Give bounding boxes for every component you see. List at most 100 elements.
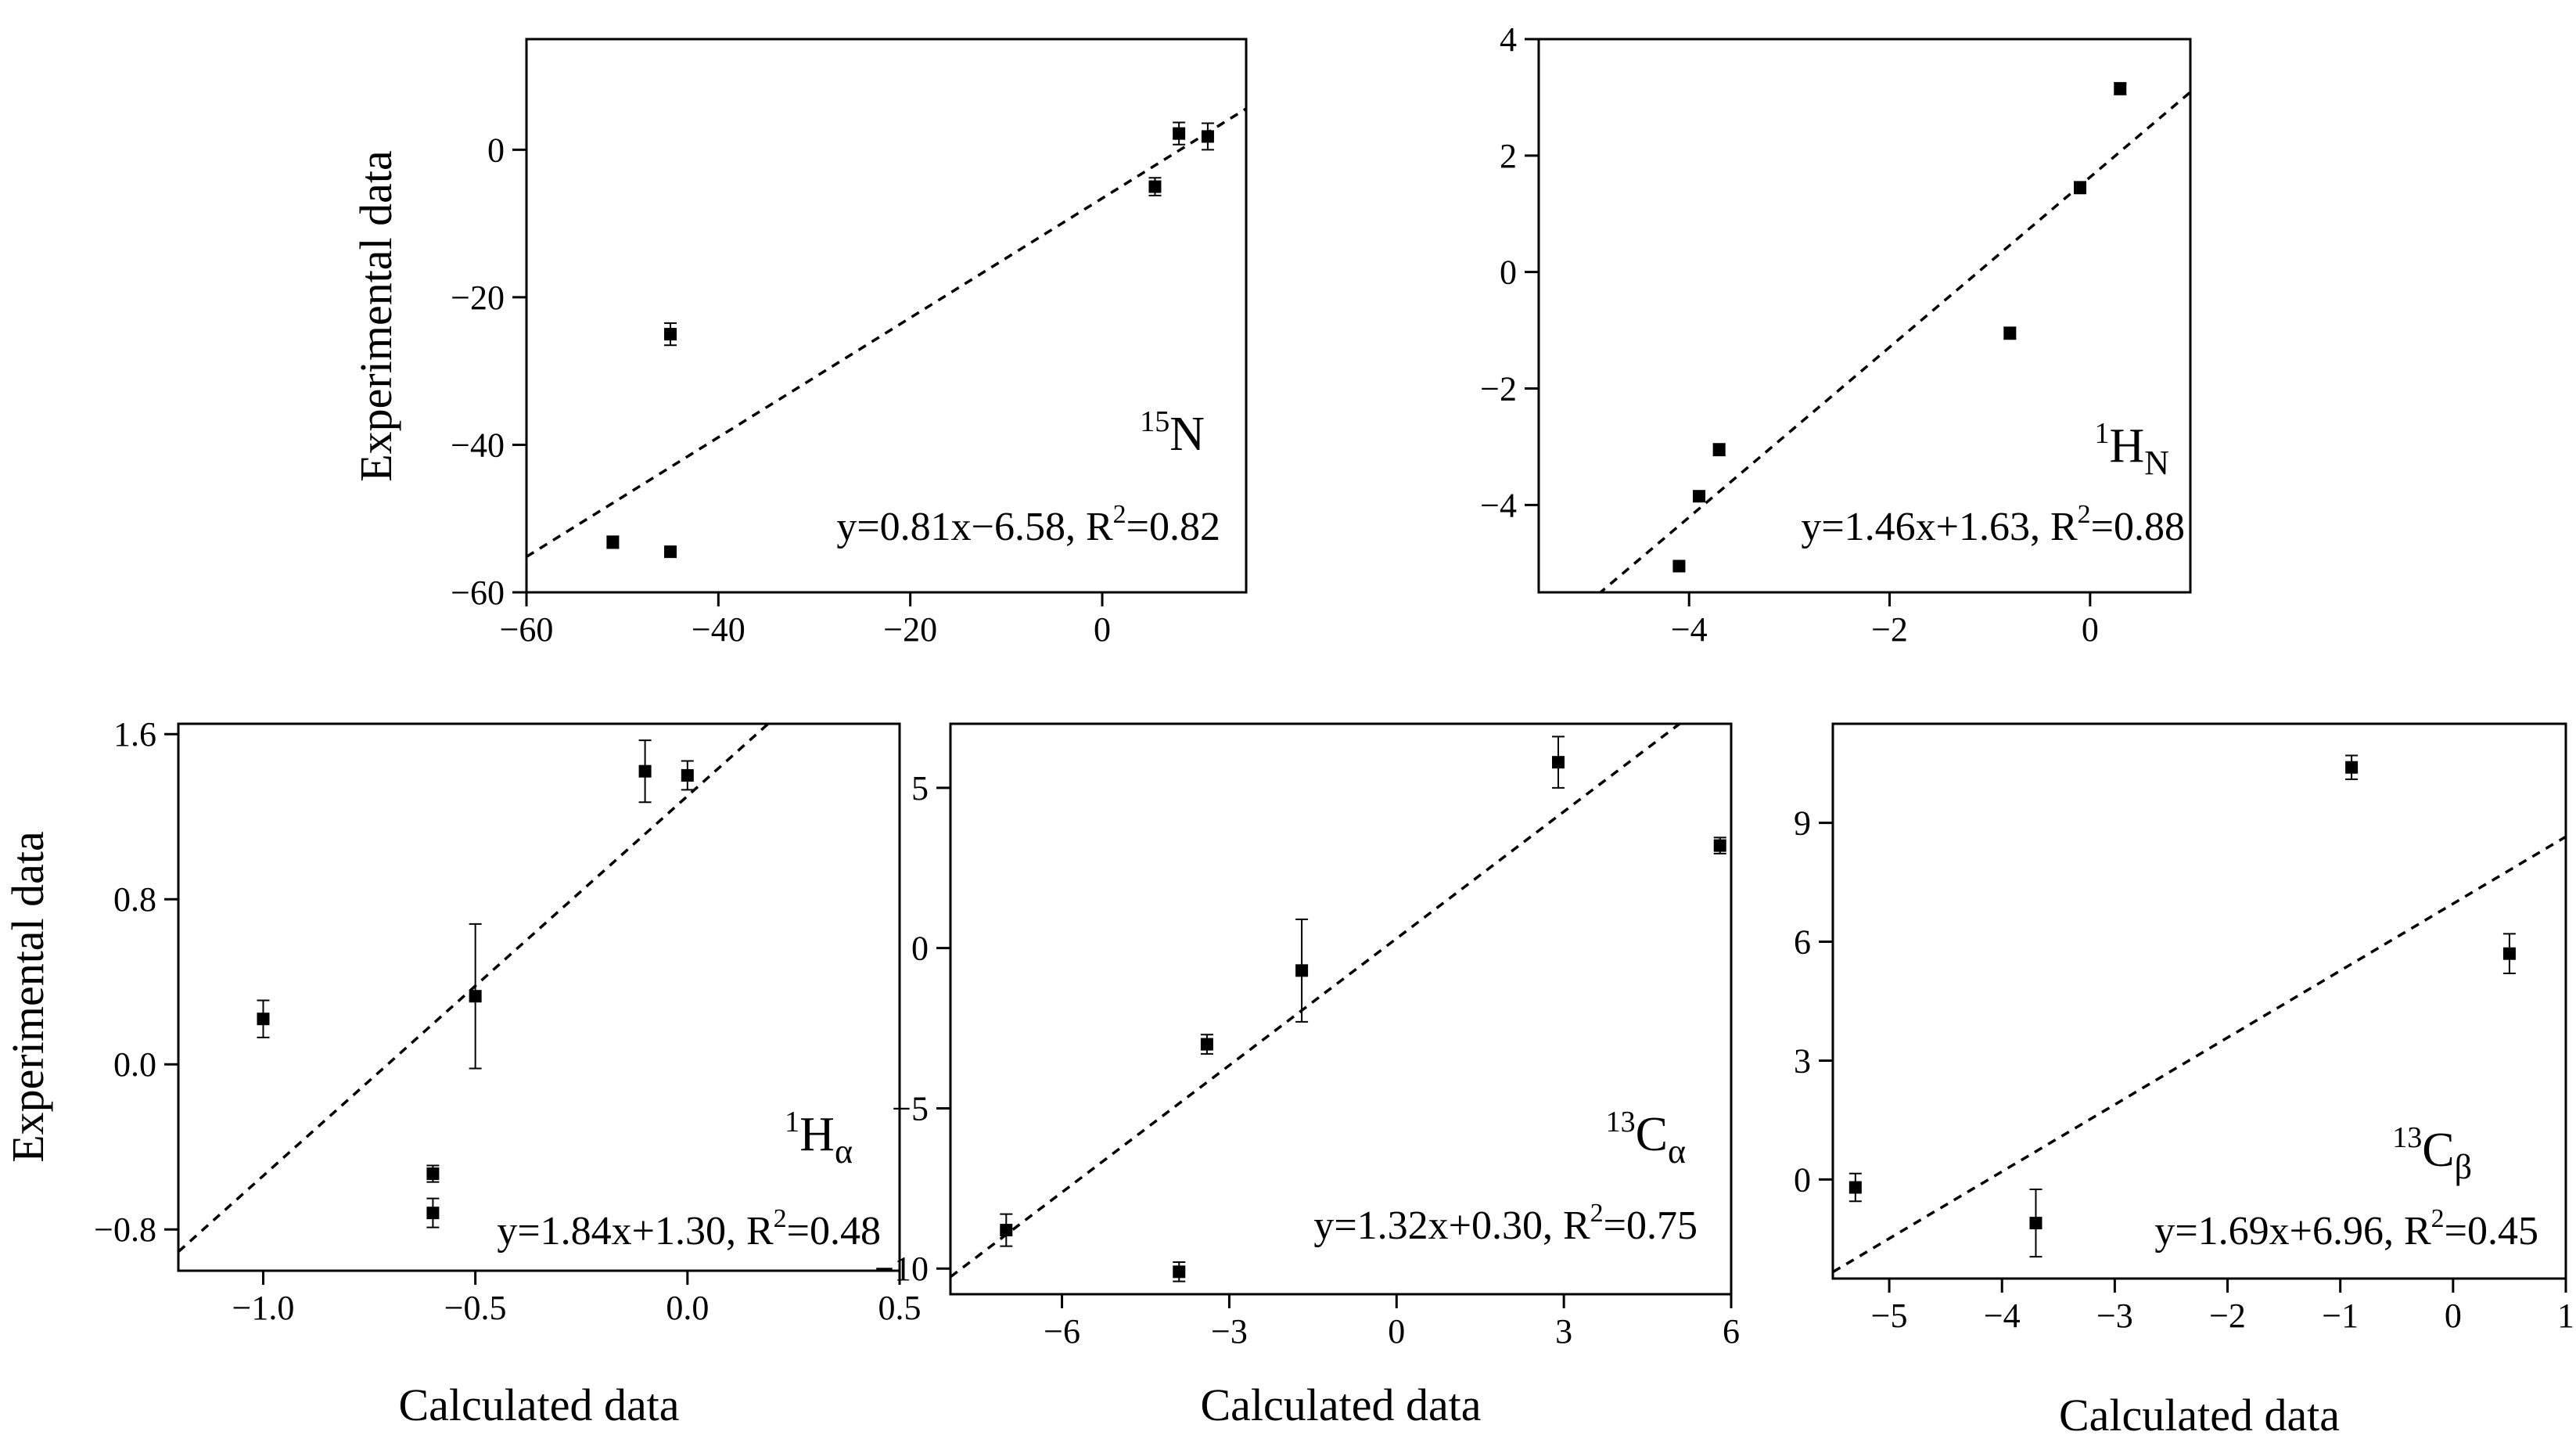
- data-point: [681, 760, 694, 791]
- nucleus-label: 13Cβ: [2392, 1121, 2472, 1186]
- point-marker: [257, 1013, 270, 1026]
- x-tick-label: −1: [2322, 1297, 2359, 1335]
- regression-equation: y=0.81x−6.58, R2=0.82: [836, 500, 1220, 549]
- fit-line: [1598, 91, 2190, 592]
- x-tick-label: 6: [1723, 1312, 1740, 1351]
- point-marker: [664, 545, 677, 559]
- plot-frame: [525, 38, 1248, 594]
- plot-frame: [177, 722, 901, 1272]
- point-marker: [1173, 127, 1186, 140]
- y-tick-label: 0: [487, 131, 505, 169]
- x-tick-label: 0: [2445, 1297, 2462, 1335]
- data-point: [469, 923, 482, 1070]
- point-marker: [606, 535, 620, 549]
- fit-line: [526, 107, 1246, 559]
- y-tick-label: −20: [451, 279, 505, 317]
- data-point: [1693, 490, 1706, 503]
- panel-h1n: −4 −2 0 −4 −2 0 2 4 1HN y=1.46x+1.63, R2=0.88: [1480, 20, 2192, 649]
- data-point: [1173, 121, 1186, 146]
- x-tick-label: −1.0: [232, 1289, 295, 1327]
- y-tick-label: 4: [1500, 20, 1517, 59]
- data-point: [1552, 736, 1565, 789]
- fit-line: [950, 724, 1683, 1279]
- x-tick-label: −3: [2096, 1297, 2133, 1335]
- y-tick-label: −2: [1480, 370, 1517, 408]
- point-marker: [1148, 180, 1162, 193]
- y-tick-label: 0: [1794, 1160, 1811, 1199]
- plot-frame: [1831, 722, 2567, 1280]
- x-tick-label: −4: [1984, 1297, 2021, 1335]
- x-axis-title: Calculated data: [1200, 1379, 1481, 1430]
- point-marker: [1201, 130, 1214, 143]
- point-marker: [2502, 947, 2516, 960]
- point-marker: [1672, 559, 1686, 573]
- x-tick-label: −0.5: [444, 1289, 507, 1327]
- y-tick-label: −5: [892, 1089, 929, 1128]
- x-axis-title: Calculated data: [398, 1379, 679, 1430]
- y-tick-label: 6: [1794, 923, 1811, 962]
- y-axis-title: Experimental data: [350, 150, 401, 482]
- y-axis-title: Experimental data: [2, 831, 53, 1163]
- data-point: [257, 999, 270, 1038]
- data-point: [2345, 754, 2359, 780]
- x-axis-title: Calculated data: [2059, 1390, 2340, 1441]
- x-tick-label: 3: [1555, 1312, 1572, 1351]
- point-marker: [2345, 761, 2359, 774]
- data-point: [1201, 122, 1214, 151]
- point-marker: [426, 1167, 440, 1181]
- y-tick-label: 9: [1794, 804, 1811, 843]
- data-point: [606, 535, 620, 549]
- x-tick-label: 0.5: [878, 1289, 922, 1327]
- regression-equation: y=1.32x+0.30, R2=0.75: [1313, 1199, 1698, 1248]
- point-marker: [1173, 1265, 1186, 1279]
- data-point: [426, 1164, 440, 1183]
- x-tick-label: 0.0: [666, 1289, 709, 1327]
- point-marker: [2074, 181, 2087, 194]
- nucleus-label: 1Hα: [785, 1106, 853, 1171]
- x-tick-label: −4: [1671, 610, 1708, 649]
- y-tick-label: −40: [451, 426, 505, 464]
- y-tick-label: 0: [1500, 254, 1517, 292]
- regression-equation: y=1.69x+6.96, R2=0.45: [2154, 1204, 2538, 1254]
- fit-line: [178, 724, 771, 1254]
- x-tick-label: −60: [500, 610, 554, 649]
- x-tick-label: −20: [883, 610, 937, 649]
- data-point: [426, 1197, 440, 1228]
- nucleus-label: 13Cα: [1606, 1106, 1686, 1171]
- regression-equation: y=1.46x+1.63, R2=0.88: [1801, 500, 2185, 549]
- y-tick-label: 0: [911, 930, 929, 968]
- x-tick-label: 0: [2082, 610, 2099, 649]
- point-marker: [2114, 82, 2127, 95]
- y-tick-label: 0.0: [113, 1045, 156, 1084]
- data-point: [1000, 1213, 1013, 1247]
- y-tick-label: 0.8: [113, 880, 156, 919]
- x-tick-label: 0: [1388, 1312, 1405, 1351]
- data-point: [2074, 181, 2087, 195]
- data-point: [638, 739, 652, 804]
- point-marker: [469, 990, 482, 1003]
- point-marker: [426, 1207, 440, 1220]
- data-point: [1148, 177, 1162, 196]
- point-marker: [1200, 1038, 1213, 1051]
- data-point: [1713, 836, 1726, 854]
- point-marker: [664, 328, 677, 341]
- data-point: [2114, 81, 2127, 95]
- x-tick-label: −3: [1211, 1312, 1248, 1351]
- x-tick-label: −5: [1871, 1297, 1908, 1335]
- point-marker: [1848, 1181, 1862, 1194]
- data-point: [1173, 1261, 1186, 1282]
- y-tick-label: 2: [1500, 137, 1517, 175]
- point-marker: [1712, 443, 1726, 456]
- panel-n15: −60 −40 −20 0 −60 −40 −20 0 15N y=0.81x−6.58, R2=…: [350, 38, 1248, 649]
- point-marker: [1295, 964, 1309, 977]
- point-marker: [1713, 839, 1726, 852]
- data-point: [1200, 1034, 1213, 1055]
- panel-c13a: −6 −3 0 3 6 −10 −5 0 5 13Cα y=1.32x+0.30, R2=0.75 C…: [875, 722, 1740, 1430]
- point-marker: [1693, 490, 1706, 503]
- y-tick-label: 5: [911, 769, 929, 808]
- panel-h1a: −1.0 −0.5 0.0 0.5 −0.8 0.0 0.8 1.6 1Hα y=1.84x+1.…: [2, 715, 922, 1430]
- panel-c13b: −5 −4 −3 −2 −1 0 1 0 3 6 9 13Cβ y=1.69x+6.96, R2=0.4…: [1794, 722, 2574, 1441]
- nucleus-label: 1HN: [2094, 417, 2169, 482]
- data-point: [1672, 559, 1686, 573]
